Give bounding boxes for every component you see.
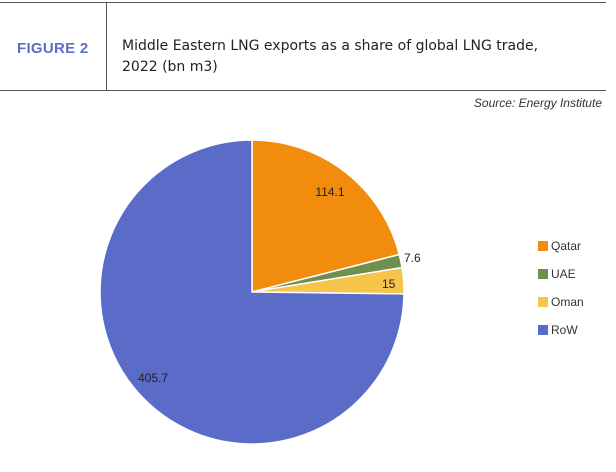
figure-title-line-2: 2022 (bn m3) <box>122 59 218 75</box>
data-label-oman: 15 <box>382 277 396 291</box>
figure-title: Middle Eastern LNG exports as a share of… <box>122 36 592 78</box>
legend-swatch-oman <box>538 297 548 307</box>
legend-swatch-row <box>538 325 548 335</box>
pie-slice-row <box>99 139 405 445</box>
figure-label: FIGURE 2 <box>17 40 89 57</box>
legend-label-qatar: Qatar <box>551 239 581 253</box>
legend-label-row: RoW <box>551 323 578 337</box>
legend-swatch-uae <box>538 269 548 279</box>
figure-title-line-1: Middle Eastern LNG exports as a share of… <box>122 38 539 54</box>
legend-swatch-qatar <box>538 241 548 251</box>
source-note: Source: Energy Institute <box>473 96 602 110</box>
data-label-qatar: 114.1 <box>315 185 344 199</box>
header-bottom-rule <box>0 90 606 91</box>
figure-header: FIGURE 2 Middle Eastern LNG exports as a… <box>0 0 606 91</box>
legend-label-oman: Oman <box>551 295 584 309</box>
pie-slice-qatar <box>251 139 401 293</box>
header-top-rule <box>0 2 606 3</box>
data-label-uae: 7.6 <box>404 251 421 265</box>
header-divider <box>106 2 107 91</box>
data-label-row: 405.7 <box>138 371 168 385</box>
legend-label-uae: UAE <box>551 267 576 281</box>
